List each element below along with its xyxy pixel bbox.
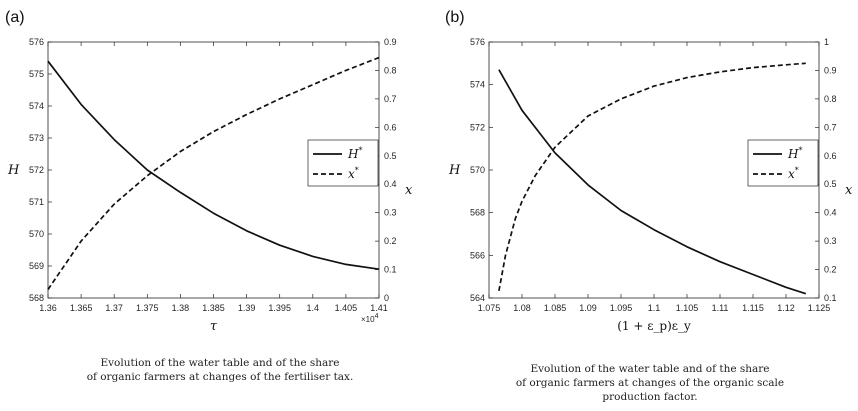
panel-a-y-left-tick-label: 568	[29, 293, 44, 303]
panel-b-x-tick-label: 1.075	[478, 303, 501, 313]
panel-a-y-left-tick-label: 572	[29, 165, 44, 175]
panel-b-y-right-tick-label: 0.4	[824, 208, 837, 218]
panel-a-x-label: τ	[210, 319, 218, 334]
panel-b-y-right-tick-label: 0.8	[824, 94, 837, 104]
panel-b-y-right-tick-label: 0.6	[824, 151, 837, 161]
panel-a-y-left-tick-label: 571	[29, 197, 44, 207]
panel-a-x-tick-label: 1.39	[238, 303, 256, 313]
panel-b-y-left-tick-label: 568	[470, 208, 485, 218]
panel-b-y-left-tick-label: 564	[470, 293, 485, 303]
panel-a-x-tick-label: 1.4	[307, 303, 320, 313]
panel-a-y-right-tick-label: 0.6	[384, 122, 397, 132]
panel-a-x-multiplier: ×104	[361, 313, 379, 324]
panel-b-y-right-tick-label: 0.5	[824, 179, 837, 189]
panel-a-x-tick-label: 1.365	[70, 303, 93, 313]
panel-b-series-x-star-line	[498, 62, 806, 292]
panel-a-series-h-star-line	[47, 60, 380, 271]
panel-b-y-right-tick-label: 0.2	[824, 265, 837, 275]
panel-a-x-tick-label: 1.36	[39, 303, 57, 313]
panel-a-x-tick-label: 1.405	[335, 303, 358, 313]
panel-b-y-left-tick-label: 574	[470, 80, 485, 90]
caption-b-line-2: of organic farmers at changes of the org…	[515, 377, 785, 389]
panel-a-y-right-tick-label: 0.7	[384, 94, 397, 104]
panel-b-y-left-tick-label: 570	[470, 165, 485, 175]
panel-a-y-left-tick-label: 575	[29, 69, 44, 79]
panel-b-x-tick-label: 1.125	[808, 303, 831, 313]
panel-a-x-tick-label: 1.385	[202, 303, 225, 313]
panel-a-x-tick-label: 1.395	[268, 303, 291, 313]
panel-a-y-left-tick-label: 574	[29, 101, 44, 111]
panel-a-y-right-label: x	[405, 183, 413, 198]
panel-a-x-tick-label: 1.375	[136, 303, 159, 313]
panel-b-y-right-label: x	[845, 183, 853, 198]
panel-a-y-right-tick-label: 0.8	[384, 65, 397, 75]
caption-b: Evolution of the water table and of the …	[450, 362, 850, 404]
panel-a-y-right-tick-label: 0.1	[384, 265, 397, 275]
caption-a: Evolution of the water table and of the …	[40, 356, 400, 384]
panel-b-y-right-tick-label: 0.7	[824, 122, 837, 132]
panel-b-x-tick-label: 1.095	[610, 303, 633, 313]
panel-b-label: (b)	[445, 9, 465, 26]
panel-a-x-tick-label: 1.37	[105, 303, 123, 313]
panel-a-y-right-tick-label: 0.3	[384, 208, 397, 218]
panel-b-x-tick-label: 1.11	[712, 303, 729, 313]
panel-b-y-right-tick-label: 0.1	[824, 293, 837, 303]
caption-a-line-1: Evolution of the water table and of the …	[100, 357, 340, 369]
panel-b-y-right-tick-label: 0.9	[824, 65, 837, 75]
panel-a-y-right-tick-label: 0.2	[384, 236, 397, 246]
panel-b-x-tick-label: 1.09	[579, 303, 597, 313]
panel-b-y-left-tick-label: 576	[470, 37, 485, 47]
panel-a-legend-box	[307, 139, 379, 187]
panel-b-y-right-tick-label: 0.3	[824, 236, 837, 246]
panel-a-x-tick-label: 1.38	[172, 303, 190, 313]
panel-a-y-left-tick-label: 570	[29, 229, 44, 239]
panel-b-series-h-star-line	[498, 69, 807, 295]
panel-a-series-x-star-line	[47, 56, 380, 290]
panel-a-y-right-tick-label: 0	[384, 293, 389, 303]
panel-b-x-tick-label: 1.085	[544, 303, 567, 313]
panel-b-x-tick-label: 1.08	[513, 303, 531, 313]
panel-b-y-left-label: H	[448, 163, 461, 178]
panel-b-x-tick-label: 1.1	[648, 303, 661, 313]
panel-a-legend-label-x-star: x*	[348, 166, 359, 181]
panel-b-y-right-tick-label: 1	[824, 37, 829, 47]
panel-b-legend-box	[747, 139, 819, 187]
panel-a-y-right-tick-label: 0.5	[384, 151, 397, 161]
panel-b-legend-label-x-star: x*	[788, 166, 799, 181]
panel-a-y-left-label: H	[7, 163, 20, 178]
caption-a-line-2: of organic farmers at changes of the fer…	[86, 371, 354, 383]
panel-b-y-left-tick-label: 572	[470, 122, 485, 132]
panel-a-y-left-tick-label: 569	[29, 261, 44, 271]
panel-b-x-tick-label: 1.105	[676, 303, 699, 313]
panel-a-y-left-tick-label: 573	[29, 133, 44, 143]
panel-a-label: (a)	[5, 9, 25, 26]
panel-b-y-left-tick-label: 566	[470, 250, 485, 260]
panel-a-y-right-tick-label: 0.9	[384, 37, 397, 47]
panel-a-y-left-tick-label: 576	[29, 37, 44, 47]
panel-a-y-right-tick-label: 0.4	[384, 179, 397, 189]
caption-b-line-1: Evolution of the water table and of the …	[530, 363, 770, 375]
caption-b-line-3: production factor.	[602, 391, 698, 403]
panel-a-x-tick-label: 1.41	[370, 303, 388, 313]
panel-b-x-label: (1 + ε_p)ε_y	[617, 319, 691, 333]
panel-b-x-tick-label: 1.12	[777, 303, 795, 313]
panel-b-x-tick-label: 1.115	[742, 303, 764, 313]
